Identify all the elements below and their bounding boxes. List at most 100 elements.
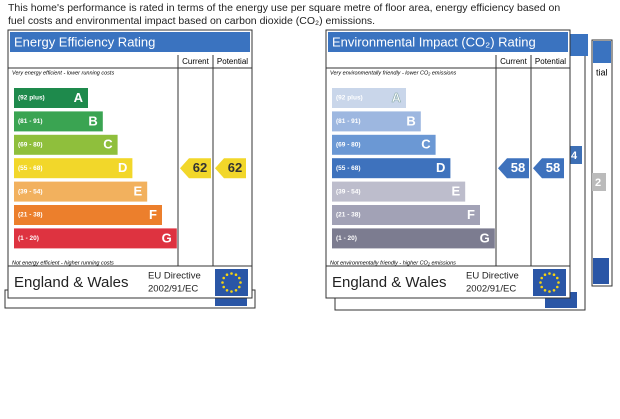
eu-star [237, 276, 241, 280]
eu-star [555, 285, 559, 289]
band-letter: D [436, 160, 445, 175]
band [332, 158, 451, 179]
band-letter: E [134, 184, 143, 199]
band-letter: C [421, 137, 431, 152]
rating-value: 62 [193, 160, 207, 175]
intro-line: fuel costs and environmental impact base… [8, 15, 375, 27]
band-range: (69 - 80) [336, 142, 361, 149]
band-range: (1 - 20) [336, 235, 357, 242]
band-range: (92 plus) [336, 95, 363, 102]
rating-arrow [498, 158, 529, 179]
eu-star [539, 281, 542, 284]
band-letter: D [118, 160, 127, 175]
band [14, 158, 133, 179]
band [332, 181, 466, 202]
band-range: (21 - 38) [18, 212, 43, 219]
band-letter: G [162, 230, 172, 245]
column-header: Potential [535, 57, 566, 66]
column-header: Potential [217, 57, 248, 66]
band-letter: F [467, 207, 475, 222]
band [332, 134, 436, 155]
back-header [593, 41, 611, 63]
panel-header [10, 32, 250, 52]
eu-star [543, 273, 547, 277]
eu-star [540, 285, 544, 289]
band-range: (81 - 91) [336, 118, 361, 125]
intro-line: This home's performance is rated in term… [8, 2, 560, 14]
eu-star [555, 276, 559, 280]
top-note: Very environmentally friendly - lower CO… [330, 70, 457, 76]
panel-title: Environmental Impact (CO₂) Rating [332, 34, 536, 49]
region: England & Wales [14, 274, 129, 291]
eu-star [540, 276, 544, 280]
band-letter: B [406, 113, 415, 128]
band-letter: E [452, 184, 461, 199]
rating-value: 58 [511, 160, 525, 175]
band [332, 111, 421, 132]
eu-star [230, 272, 233, 275]
band [332, 228, 495, 249]
rating-arrow [215, 158, 246, 179]
top-note: Very energy efficient - lower running co… [12, 70, 114, 76]
band [14, 134, 118, 155]
band [14, 205, 162, 225]
band-range: (55 - 68) [18, 165, 43, 172]
eu-star [221, 281, 224, 284]
band-range: (55 - 68) [336, 165, 361, 172]
eu-star [222, 285, 226, 289]
eu-star [237, 285, 241, 289]
band-letter: F [149, 207, 157, 222]
band-letter: B [88, 113, 97, 128]
column-header: Current [500, 57, 527, 66]
eu-star [552, 288, 556, 292]
eu-star [225, 273, 229, 277]
eu-star [225, 288, 229, 292]
rating-arrow [533, 158, 564, 179]
directive: EU Directive [466, 271, 519, 282]
eu-star [234, 273, 238, 277]
band [14, 111, 103, 132]
bottom-note: Not environmentally friendly - higher CO… [330, 260, 456, 266]
region: England & Wales [332, 274, 447, 291]
band-range: (81 - 91) [18, 118, 43, 125]
band [14, 88, 88, 108]
eu-star [557, 281, 560, 284]
rating-arrow [180, 158, 211, 179]
band-range: (21 - 38) [336, 212, 361, 219]
band [332, 205, 480, 225]
fragment: 2 [595, 177, 601, 189]
eu-star [239, 281, 242, 284]
eu-star [234, 288, 238, 292]
rating-value: 58 [546, 160, 560, 175]
band-range: (1 - 20) [18, 235, 39, 242]
panel-title: Energy Efficiency Rating [14, 34, 155, 49]
band-range: (39 - 54) [336, 188, 361, 195]
eu-star [552, 273, 556, 277]
band-range: (69 - 80) [18, 142, 43, 149]
band-range: (39 - 54) [18, 188, 43, 195]
band-range: (92 plus) [18, 95, 45, 102]
directive: 2002/91/EC [148, 284, 198, 295]
bottom-note: Not energy efficient - higher running co… [12, 260, 114, 266]
back-flag [593, 258, 609, 284]
eu-star [543, 288, 547, 292]
directive: EU Directive [148, 271, 201, 282]
eu-star [548, 290, 551, 293]
band [14, 228, 177, 249]
band-letter: A [392, 90, 402, 105]
panel-header [328, 32, 568, 52]
column-header: Current [182, 57, 209, 66]
eu-star [222, 276, 226, 280]
back-header [570, 34, 588, 56]
band [332, 88, 406, 108]
band [14, 181, 148, 202]
eu-star [230, 290, 233, 293]
directive: 2002/91/EC [466, 284, 516, 295]
panels: Energy Efficiency Rating Current Potential… [7, 29, 571, 299]
band-letter: G [480, 230, 490, 245]
fragment: 4 [571, 150, 578, 162]
band-letter: A [74, 90, 84, 105]
back-panel [591, 39, 613, 287]
